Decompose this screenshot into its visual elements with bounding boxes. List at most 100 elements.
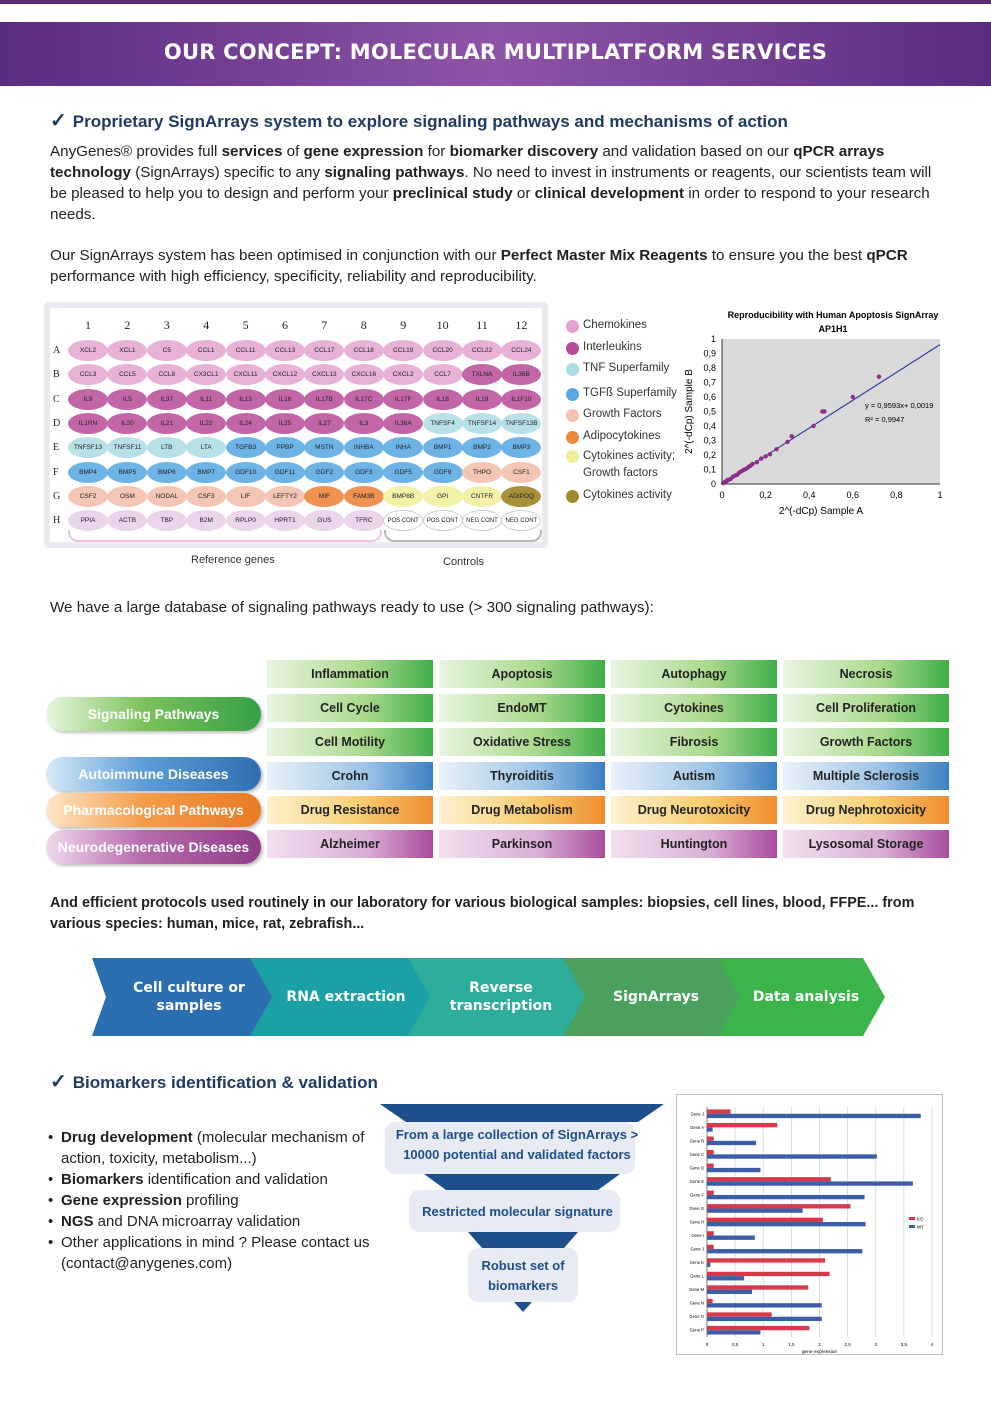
pathway-box: Growth Factors <box>782 727 950 757</box>
plate-row-letter: E <box>53 442 60 454</box>
legend-label: WT <box>917 1225 924 1230</box>
pathway-box: Alzheimer <box>266 829 434 859</box>
category-label: Gene N <box>690 1301 704 1306</box>
pathway-box: Necrosis <box>782 659 950 689</box>
y-tick-label: 0 <box>711 479 716 489</box>
text-run: identification and validation <box>143 1171 328 1188</box>
plate-well: GUS <box>304 510 345 532</box>
legend-swatch <box>909 1225 915 1228</box>
pathway-box: Cytokines <box>610 693 778 723</box>
category-label: Gene J <box>690 1111 704 1116</box>
legend-swatch <box>566 431 579 444</box>
scatter-point <box>774 447 779 452</box>
legend-swatch <box>566 388 579 401</box>
plate-column-number: 9 <box>400 318 407 332</box>
bold-text: biomarker discovery <box>449 143 599 160</box>
plate-well: ADIPOQ <box>501 485 542 507</box>
application-bullet: Biomarkers identification and validation <box>48 1169 378 1190</box>
funnel-step1-text: From a large collection of SignArrays > … <box>395 1127 639 1162</box>
x-tick-label: 0 <box>719 490 724 500</box>
checkmark-icon: ✓ <box>50 110 67 132</box>
text-run: and validation based on our <box>598 143 794 160</box>
y-tick-label: 0,3 <box>703 436 716 446</box>
y-tick-label: 0,9 <box>703 349 716 359</box>
plate-well: LTB <box>146 437 187 459</box>
bar-ko <box>707 1325 810 1331</box>
category-label: Gene G <box>689 1206 704 1211</box>
plate-well: CXCL12 <box>265 364 305 386</box>
legend-label: TNF Superfamily <box>583 362 670 374</box>
pathway-box: Crohn <box>266 761 434 791</box>
section-title-signarrays: ✓ Proprietary SignArrays system to explor… <box>50 110 788 132</box>
plate-well: TBP <box>146 510 187 532</box>
controls-label: Controls <box>443 556 484 568</box>
plate-well: CCL7 <box>422 364 463 386</box>
bar-wt <box>707 1235 755 1240</box>
plate-column-number: 6 <box>282 318 288 332</box>
plate-well: IL18 <box>422 388 463 410</box>
text-run: Other applications in mind ? Please cont… <box>61 1234 370 1272</box>
bar-wt <box>707 1140 756 1146</box>
bold-text: services <box>221 143 283 160</box>
x-tick-label: 0,8 <box>890 490 903 500</box>
plate-column-number: 7 <box>321 318 328 332</box>
bar-ko <box>707 1109 731 1114</box>
y-tick-label: 0,8 <box>703 363 716 373</box>
plate-well: CXCL13 <box>304 364 345 386</box>
page-banner: OUR CONCEPT: MOLECULAR MULTIPLATFORM SER… <box>0 22 991 86</box>
plate-well: CCL24 <box>501 340 542 361</box>
plate-well: IL16 <box>265 388 305 410</box>
workflow-step-label: Data analysis <box>752 989 860 1005</box>
pathway-box: Inflammation <box>266 659 434 689</box>
text-run: Our SignArrays system has been optimised… <box>50 247 501 264</box>
legend-label: Cytokines activity <box>583 489 672 501</box>
bar-ko <box>707 1190 714 1195</box>
plate-well: IL5 <box>107 388 148 410</box>
bar-wt <box>707 1113 921 1119</box>
pathway-box: Parkinson <box>438 829 606 859</box>
scatter-point <box>822 409 827 414</box>
legend-label: Adipocytokines <box>583 430 661 442</box>
plate-well: CSF2 <box>68 485 108 507</box>
bold-text: clinical development <box>534 185 685 202</box>
legend-item: Adipocytokines <box>566 429 660 444</box>
scatter-point <box>754 460 760 465</box>
pathway-box: Thyroiditis <box>438 761 606 791</box>
applications-list: Drug development (molecular mechanism of… <box>48 1127 378 1274</box>
pathway-box: Cell Proliferation <box>782 693 950 723</box>
pathway-category-pill: Pharmacological Pathways <box>46 793 261 827</box>
funnel-tip <box>514 1302 532 1312</box>
plate-row-letter: H <box>53 515 61 527</box>
bar-wt <box>707 1167 761 1173</box>
plate-well: TXLNA <box>462 364 502 386</box>
bold-text: Biomarkers <box>61 1171 144 1188</box>
pathway-box: Drug Nephrotoxicity <box>782 795 950 825</box>
plate-well: TNFSF11 <box>107 437 148 459</box>
text-run: in order to respond to your research nee… <box>50 185 930 223</box>
legend-item: TNF Superfamily <box>566 361 669 376</box>
plate-well: CCL13 <box>265 340 305 361</box>
plate-well: TNFSF13 <box>68 437 108 459</box>
plate-well: BMP1 <box>422 437 463 459</box>
bar-wt <box>707 1181 913 1186</box>
plate-column-number: 2 <box>124 318 131 332</box>
legend-swatch <box>566 342 579 355</box>
pathway-box: Multiple Sclerosis <box>782 761 950 791</box>
plate-column-number: 10 <box>436 318 449 332</box>
plate-well: NEG CONT <box>462 510 502 532</box>
plate-well: IL1F10 <box>501 388 542 410</box>
plate-well: IL36A <box>383 412 424 434</box>
section-title-biomarkers: ✓ Biomarkers identification & validation <box>50 1071 378 1093</box>
plate-well: TGFB3 <box>225 437 266 459</box>
y-tick-label: 0,5 <box>703 407 716 417</box>
funnel-step3-box <box>468 1248 578 1302</box>
legend-swatch <box>566 450 579 463</box>
plate-well: IL9 <box>68 388 108 410</box>
category-label: Gene H <box>690 1220 704 1225</box>
reference-genes-label: Reference genes <box>191 554 275 566</box>
bold-text: Drug development <box>61 1129 193 1146</box>
workflow-step: SignArrays <box>558 958 740 1036</box>
y-tick-label: 0,6 <box>703 392 716 402</box>
x-tick-label: 0,2 <box>759 490 772 500</box>
category-label: Gene D <box>690 1165 704 1170</box>
